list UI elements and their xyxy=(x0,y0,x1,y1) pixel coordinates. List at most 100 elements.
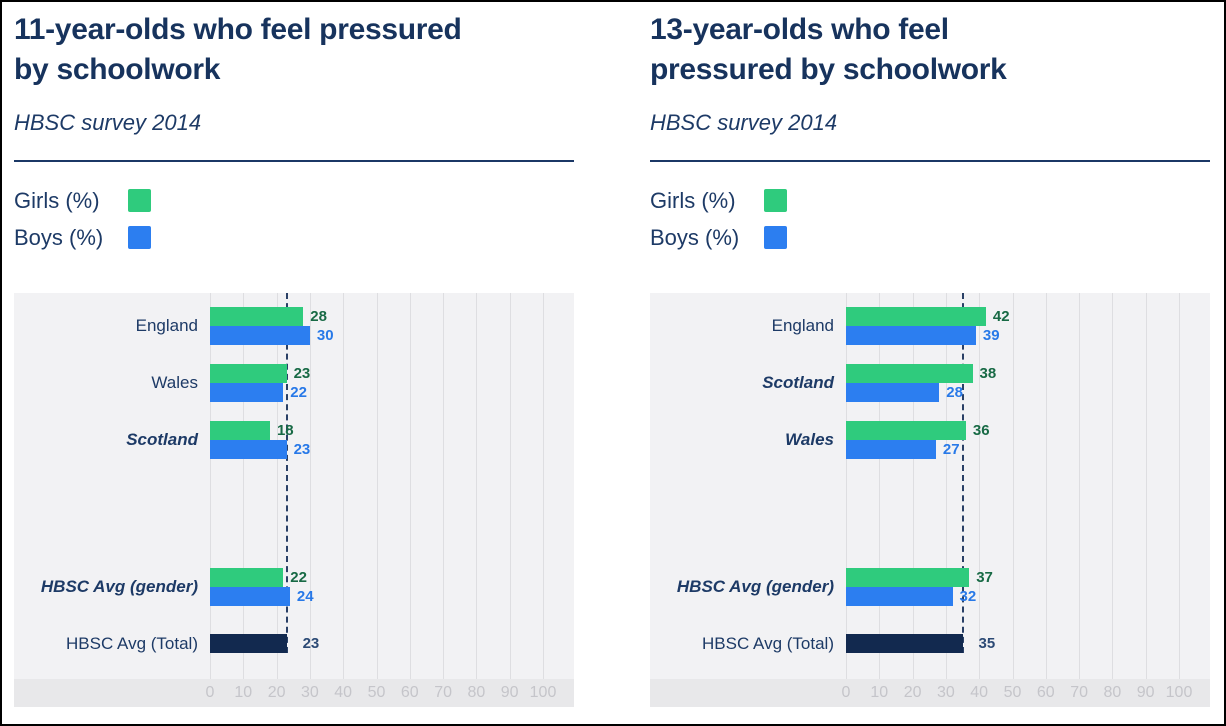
axis-tick-label: 30 xyxy=(936,684,955,701)
gridline xyxy=(443,293,445,679)
category-label: HBSC Avg (Total) xyxy=(66,634,198,653)
gridline xyxy=(476,293,478,679)
category-label: England xyxy=(771,316,834,335)
gridline xyxy=(1145,293,1147,679)
value-label: 42 xyxy=(992,308,1010,325)
legend-swatch-boys-icon xyxy=(764,226,787,249)
axis-tick-label: 20 xyxy=(267,684,286,701)
axis-tick-label: 0 xyxy=(205,684,215,701)
divider-line xyxy=(650,160,1210,162)
axis-tick-label: 20 xyxy=(903,684,922,701)
value-label: 27 xyxy=(942,441,960,458)
bar-boys xyxy=(846,383,940,402)
axis-tick-label: 60 xyxy=(400,684,419,701)
gridline xyxy=(210,293,211,679)
axis-tick-label: 90 xyxy=(500,684,519,701)
bar-girls xyxy=(210,307,304,326)
axis-tick-label: 80 xyxy=(1103,684,1122,701)
axis-tick-label: 40 xyxy=(970,684,989,701)
bar-boys xyxy=(210,440,287,459)
gridline xyxy=(1179,293,1180,679)
bar-total xyxy=(210,634,287,653)
chart-panel-11-year-olds: 11-year-olds who feel pressured by schoo… xyxy=(14,2,574,724)
gridline xyxy=(879,293,881,679)
axis-tick-label: 50 xyxy=(1003,684,1022,701)
axis-tick-label: 90 xyxy=(1136,684,1155,701)
value-label: 22 xyxy=(290,569,307,586)
bar-girls xyxy=(210,421,270,440)
gridline xyxy=(376,293,378,679)
axis-tick-label: 10 xyxy=(870,684,889,701)
bar-boys xyxy=(846,326,976,345)
bar-chart-plot: 0 10 20 30 40 50 60 70 80 90 100 England 42 39 Scotlan… xyxy=(650,293,1210,707)
gridline xyxy=(945,293,947,679)
axis-tick-label: 50 xyxy=(367,684,386,701)
x-axis-strip: 0 10 20 30 40 50 60 70 80 90 100 xyxy=(650,679,1210,707)
legend: Girls (%) Boys (%) xyxy=(14,188,151,262)
value-label: 35 xyxy=(978,635,996,652)
gridline xyxy=(1045,293,1047,679)
legend-row-boys: Boys (%) xyxy=(14,225,151,250)
value-label: 36 xyxy=(972,422,990,439)
gridline xyxy=(409,293,411,679)
legend: Girls (%) Boys (%) xyxy=(650,188,787,262)
category-label: Scotland xyxy=(762,373,834,392)
gridline xyxy=(912,293,914,679)
gridline xyxy=(543,293,544,679)
legend-label-boys: Boys (%) xyxy=(650,224,740,250)
legend-swatch-girls-icon xyxy=(128,189,151,212)
bar-boys xyxy=(210,587,290,606)
bar-boys xyxy=(846,587,953,606)
category-label: England xyxy=(135,316,198,335)
axis-tick-label: 80 xyxy=(467,684,486,701)
legend-label-girls: Girls (%) xyxy=(14,187,100,213)
legend-row-girls: Girls (%) xyxy=(650,188,787,213)
gridline xyxy=(979,293,981,679)
chart-subtitle: HBSC survey 2014 xyxy=(650,110,838,135)
chart-subtitle: HBSC survey 2014 xyxy=(14,110,202,135)
divider-line xyxy=(14,160,574,162)
value-label: 28 xyxy=(946,384,963,401)
category-label: HBSC Avg (gender) xyxy=(40,577,198,596)
gridline xyxy=(243,293,245,679)
category-label: Wales xyxy=(151,373,198,392)
legend-row-girls: Girls (%) xyxy=(14,188,151,213)
category-label: HBSC Avg (Total) xyxy=(702,634,834,653)
bar-boys xyxy=(210,383,284,402)
bar-boys xyxy=(210,326,310,345)
chart-title: 13-year-olds who feel pressured by schoo… xyxy=(650,13,1007,86)
value-label: 32 xyxy=(959,588,977,605)
value-label: 30 xyxy=(316,327,334,344)
bar-girls xyxy=(846,421,966,440)
gridline xyxy=(846,293,847,679)
bar-chart-plot: 0 10 20 30 40 50 60 70 80 90 100 England 28 30 Wales 23… xyxy=(14,293,574,707)
legend-swatch-boys-icon xyxy=(128,226,151,249)
bar-girls xyxy=(846,307,986,326)
bar-total xyxy=(846,634,963,653)
gridline xyxy=(309,293,311,679)
average-line xyxy=(285,293,288,653)
gridline xyxy=(343,293,345,679)
axis-tick-label: 0 xyxy=(841,684,851,701)
x-axis-strip: 0 10 20 30 40 50 60 70 80 90 100 xyxy=(14,679,574,707)
value-label: 37 xyxy=(976,569,993,586)
chart-title: 11-year-olds who feel pressured by schoo… xyxy=(14,13,462,86)
gridline xyxy=(509,293,511,679)
value-label: 24 xyxy=(296,588,314,605)
value-label: 39 xyxy=(982,327,1000,344)
legend-label-boys: Boys (%) xyxy=(14,224,104,250)
bar-girls xyxy=(846,364,973,383)
legend-row-boys: Boys (%) xyxy=(650,225,787,250)
chart-panel-13-year-olds: 13-year-olds who feel pressured by schoo… xyxy=(650,2,1210,724)
value-label: 23 xyxy=(302,635,320,652)
bar-girls xyxy=(210,568,284,587)
gridline xyxy=(1079,293,1081,679)
average-line xyxy=(961,293,964,653)
legend-swatch-girls-icon xyxy=(764,189,787,212)
value-label: 22 xyxy=(290,384,307,401)
axis-tick-label: 100 xyxy=(529,684,557,701)
value-label: 38 xyxy=(979,365,997,382)
axis-tick-label: 30 xyxy=(300,684,319,701)
axis-tick-label: 70 xyxy=(1070,684,1088,701)
